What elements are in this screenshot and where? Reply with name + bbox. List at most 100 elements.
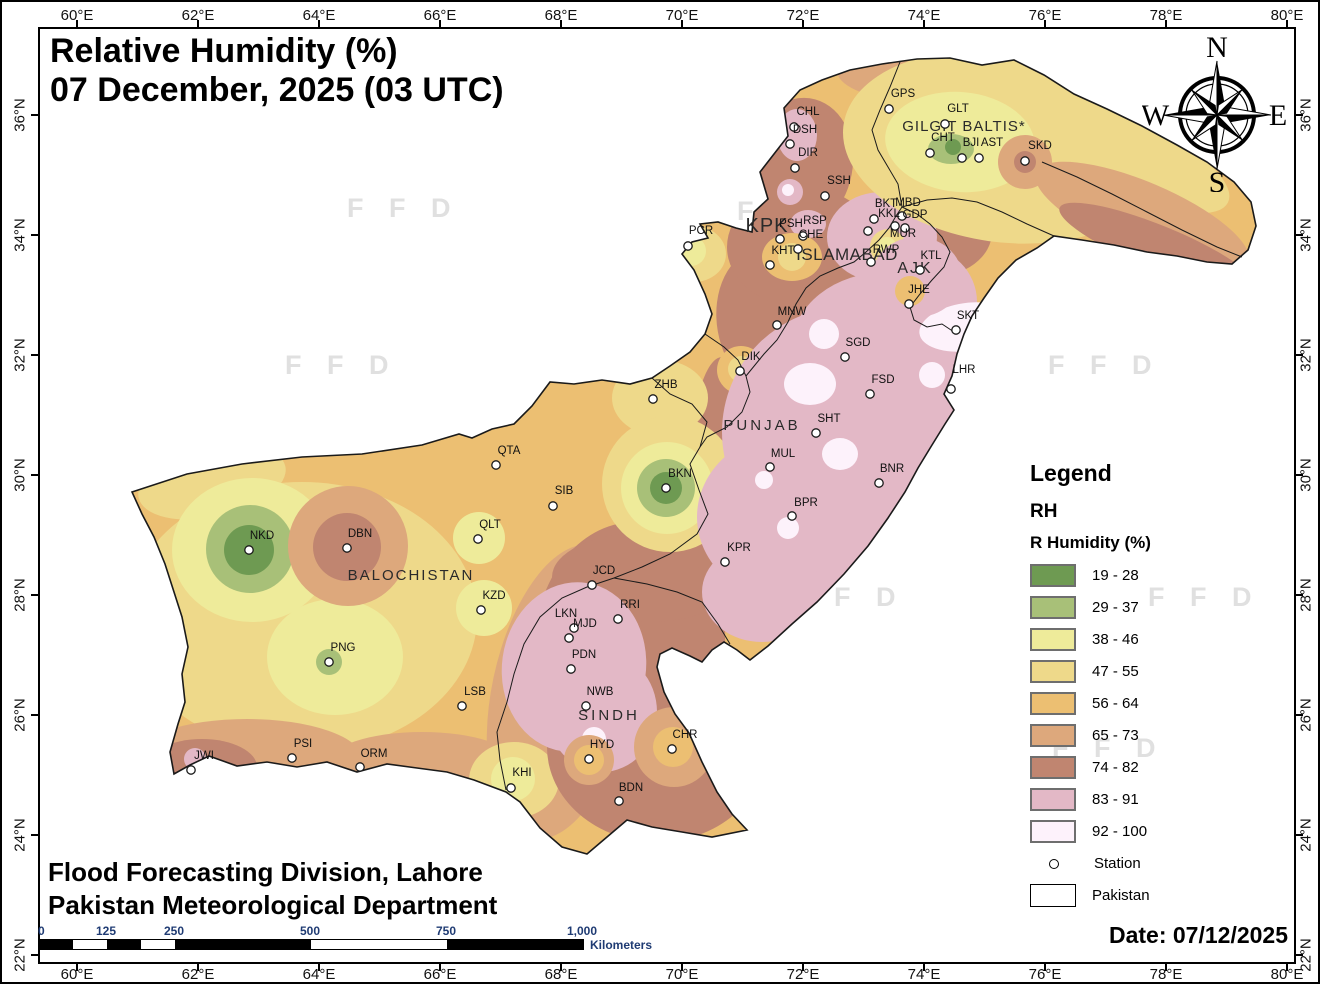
scale-number: 750 [435, 924, 457, 938]
lat-tick-label-left: 24°N [11, 818, 29, 852]
station-marker-gdp [900, 223, 910, 233]
station-marker-mul [765, 462, 775, 472]
tick-mark [560, 963, 562, 971]
lat-tick-label-left: 34°N [11, 218, 29, 252]
scale-number: 0 [38, 924, 45, 938]
station-label-sht: SHT [818, 413, 841, 425]
region-label-punjab: PUNJAB [723, 417, 800, 434]
lon-tick-label-top: 62°E [181, 7, 215, 24]
compass-rose: N S W E [1142, 34, 1287, 192]
station-label-orm: ORM [361, 748, 388, 760]
lon-tick-label-top: 72°E [786, 7, 820, 24]
legend-class-row: 74 - 82 [1030, 755, 1151, 780]
station-label-hyd: HYD [590, 739, 614, 751]
tick-mark [1165, 20, 1167, 28]
station-marker-nkd [244, 545, 254, 555]
legend-range-label: 38 - 46 [1092, 631, 1139, 648]
ffd-watermark: F F D [285, 350, 398, 380]
tick-mark [31, 834, 39, 836]
station-marker-mbd [897, 211, 907, 221]
lat-tick-label-left: 36°N [11, 98, 29, 132]
station-marker-qta [491, 460, 501, 470]
legend-boundary-label: Pakistan [1092, 887, 1150, 904]
map-title: Relative Humidity (%) 07 December, 2025 … [50, 32, 504, 110]
tick-mark [31, 354, 39, 356]
station-label-psh: PSH [779, 218, 803, 230]
legend-class-row: 29 - 37 [1030, 595, 1151, 620]
compass-w: W [1142, 99, 1170, 132]
station-marker-jhe [904, 299, 914, 309]
legend: Legend RH R Humidity (%) 19 - 28 29 - 37 3… [1030, 460, 1151, 915]
station-label-sgd: SGD [846, 337, 871, 349]
station-label-bnr: BNR [880, 463, 904, 475]
scale-segment [447, 940, 583, 949]
station-marker-ssh [820, 191, 830, 201]
province-boundaries [496, 61, 1243, 791]
station-label-kht: KHT [772, 245, 795, 257]
station-marker-rri [613, 614, 623, 624]
scale-segment [107, 940, 141, 949]
lon-tick-label-top: 80°E [1270, 7, 1304, 24]
legend-title: Legend [1030, 460, 1112, 486]
station-marker-pcr [683, 241, 693, 251]
station-marker-kkl [863, 226, 873, 236]
station-marker-skd [1020, 156, 1030, 166]
station-marker-cht [925, 148, 935, 158]
station-marker-rsp [798, 231, 808, 241]
tick-mark [197, 963, 199, 971]
scale-number: 125 [95, 924, 117, 938]
station-marker-bkn [661, 483, 671, 493]
station-marker-bji [957, 153, 967, 163]
title-line-2: 07 December, 2025 (03 UTC) [50, 71, 504, 110]
station-symbol-icon [1049, 858, 1059, 869]
station-marker-psh [775, 234, 785, 244]
tick-mark [923, 20, 925, 28]
legend-field-name: R Humidity (%) [1030, 533, 1151, 552]
compass-s: S [1209, 166, 1226, 192]
station-label-sib: SIB [555, 485, 574, 497]
lat-tick-label-left: 26°N [11, 698, 29, 732]
tick-mark [31, 114, 39, 116]
legend-swatch [1030, 756, 1076, 779]
scale-segment [311, 940, 447, 949]
scale-number: 250 [163, 924, 185, 938]
station-label-cht: CHT [931, 132, 955, 144]
station-marker-dsh [785, 139, 795, 149]
legend-class-row: 47 - 55 [1030, 659, 1151, 684]
station-label-png: PNG [331, 642, 356, 654]
lon-tick-label-top: 60°E [60, 7, 94, 24]
scale-segment [175, 940, 311, 949]
legend-boundary-row: Pakistan [1030, 883, 1151, 908]
station-marker-che [793, 244, 803, 254]
tick-mark [31, 234, 39, 236]
lat-tick-label-left: 22°N [11, 938, 29, 972]
tick-mark [439, 20, 441, 28]
scale-bar-graphic [38, 939, 584, 950]
station-label-pdn: PDN [572, 649, 596, 661]
station-label-glt: GLT [947, 103, 969, 115]
tick-mark [318, 963, 320, 971]
scale-segment [141, 940, 175, 949]
legend-class-row: 83 - 91 [1030, 787, 1151, 812]
station-marker-khi [506, 783, 516, 793]
lon-tick-label-top: 64°E [302, 7, 336, 24]
legend-class-row: 92 - 100 [1030, 819, 1151, 844]
station-label-nwb: NWB [587, 686, 614, 698]
tick-mark [681, 20, 683, 28]
station-marker-fsd [865, 389, 875, 399]
station-marker-dik [735, 366, 745, 376]
tick-mark [1295, 594, 1303, 596]
lon-tick-label-bottom: 80°E [1270, 966, 1304, 983]
tick-mark [1295, 834, 1303, 836]
station-label-skt: SKT [957, 310, 979, 322]
station-label-fsd: FSD [872, 374, 895, 386]
compass-e: E [1269, 99, 1287, 132]
lon-tick-label-bottom: 78°E [1149, 966, 1183, 983]
station-label-lsb: LSB [464, 686, 486, 698]
station-marker-psi [287, 753, 297, 763]
tick-mark [31, 954, 39, 956]
station-marker-kpr [720, 557, 730, 567]
legend-range-label: 19 - 28 [1092, 567, 1139, 584]
station-label-skd: SKD [1028, 140, 1052, 152]
